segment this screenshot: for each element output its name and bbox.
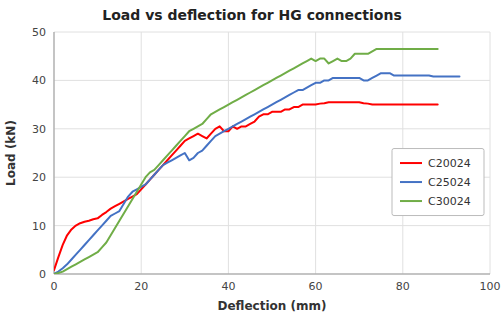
- y-grid-line: [54, 32, 490, 33]
- x-tick-label: 0: [51, 280, 58, 293]
- legend-label: C20024: [428, 157, 471, 170]
- legend-box: [392, 149, 484, 216]
- x-grid-line: [141, 32, 142, 274]
- y-tick-label: 0: [39, 268, 46, 281]
- x-tick-label: 80: [396, 280, 410, 293]
- x-tick-label: 40: [221, 280, 235, 293]
- x-tick-label: 60: [309, 280, 323, 293]
- series-line: [54, 49, 438, 274]
- legend-swatch: [400, 162, 422, 164]
- y-tick-label: 40: [32, 74, 46, 87]
- y-tick-label: 20: [32, 171, 46, 184]
- x-grid-line: [490, 32, 491, 274]
- legend: C20024 C25024 C30024: [392, 149, 484, 216]
- y-grid-line: [54, 274, 490, 275]
- legend-swatch: [400, 200, 422, 202]
- chart: 0 10 20 30 40 50 0 20 40 60 80 100 Load vs deflectio…: [0, 0, 504, 318]
- y-tick-label: 50: [32, 26, 46, 39]
- series-line: [54, 102, 438, 270]
- x-grid-line: [228, 32, 229, 274]
- grid: [54, 32, 490, 274]
- legend-label: C25024: [428, 176, 471, 189]
- y-grid-line: [54, 128, 490, 129]
- y-axis: [54, 32, 55, 274]
- legend-label: C30024: [428, 195, 471, 208]
- title: Load vs deflection for HG connections: [102, 7, 401, 23]
- x-grid-line: [315, 32, 316, 274]
- y-axis-label: Load (kN): [4, 120, 18, 186]
- legend-swatch: [400, 181, 422, 183]
- y-tick-label: 30: [32, 123, 46, 136]
- x-tick-label: 20: [134, 280, 148, 293]
- x-axis-label: Deflection (mm): [217, 299, 326, 313]
- x-tick-label: 100: [480, 280, 501, 293]
- y-grid-line: [54, 225, 490, 226]
- y-tick-label: 10: [32, 220, 46, 233]
- x-grid-line: [54, 32, 55, 274]
- x-axis: [54, 274, 490, 275]
